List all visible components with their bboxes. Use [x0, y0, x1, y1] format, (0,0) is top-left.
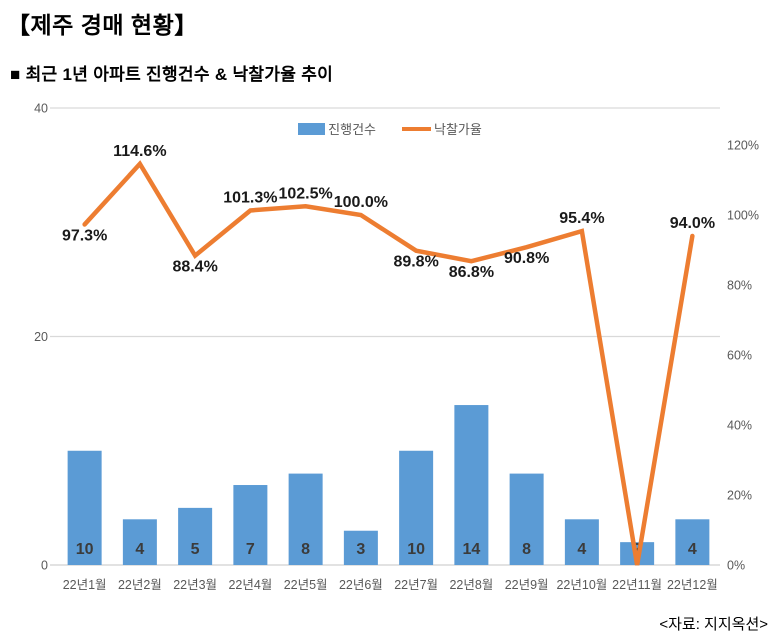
page-title: 【제주 경매 현황】: [7, 12, 198, 38]
left-axis-tick-label: 40: [34, 102, 48, 116]
right-axis-tick-label: 40%: [727, 419, 752, 433]
right-axis-tick-label: 120%: [727, 139, 759, 153]
right-axis-tick-label: 80%: [727, 279, 752, 293]
bar: [122, 519, 157, 565]
rate-point-label: 88.4%: [172, 259, 217, 276]
bar: [178, 507, 213, 565]
x-axis-label: 22년9월: [505, 578, 549, 592]
rate-point-label: 114.6%: [113, 143, 166, 160]
bar: [343, 530, 378, 565]
bar-value-label: 7: [246, 541, 255, 558]
left-axis-tick-label: 0: [41, 559, 48, 573]
rate-point-label: 102.5%: [278, 185, 332, 202]
bar-value-label: 10: [407, 541, 425, 558]
right-axis-tick-label: 60%: [727, 349, 752, 363]
right-axis-tick-label: 0%: [727, 559, 745, 573]
bar-value-label: 8: [522, 541, 531, 558]
bar-value-label: 14: [462, 541, 480, 558]
bar: [67, 450, 102, 565]
x-axis-label: 22년1월: [63, 578, 107, 592]
bar-value-label: 4: [688, 541, 697, 558]
rate-point-label: 100.0%: [334, 194, 388, 211]
bar-value-label: 4: [135, 541, 144, 558]
rate-point-label: 95.4%: [559, 210, 604, 227]
rate-point-label: 89.8%: [393, 254, 438, 271]
bar: [233, 485, 268, 565]
bar-value-label: 8: [301, 541, 310, 558]
source-note: <자료: 지지옥션>: [659, 616, 768, 633]
rate-point-label: 94.0%: [670, 215, 715, 232]
x-axis-label: 22년6월: [339, 578, 383, 592]
bar: [509, 473, 544, 565]
right-axis-tick-label: 20%: [727, 489, 752, 503]
right-axis-tick-label: 100%: [727, 209, 759, 223]
rate-point-label: 101.3%: [223, 189, 277, 206]
bar-value-label: 2: [633, 541, 642, 558]
x-axis-label: 22년5월: [284, 578, 328, 592]
bar-value-label: 4: [577, 541, 586, 558]
bar: [564, 519, 599, 565]
bar: [399, 450, 434, 565]
rate-line: [82, 160, 695, 566]
bar-value-label: 10: [76, 541, 94, 558]
bar: [288, 473, 323, 565]
rate-point-label: 86.8%: [449, 264, 494, 281]
bar-value-label: 5: [191, 541, 200, 558]
x-axis-label: 22년10월: [556, 578, 607, 592]
x-axis-label: 22년12월: [667, 578, 718, 592]
x-axis-label: 22년7월: [394, 578, 438, 592]
bar: [454, 405, 489, 565]
x-axis-label: 22년11월: [612, 578, 662, 592]
rate-point-label: 97.3%: [62, 227, 107, 244]
x-axis-label: 22년3월: [173, 578, 217, 592]
chart-subtitle: ■ 최근 1년 아파트 진행건수 & 낙찰가율 추이: [10, 65, 334, 84]
bar-value-label: 3: [356, 541, 365, 558]
bar: [675, 519, 710, 565]
left-axis-tick-label: 20: [34, 330, 48, 344]
x-axis-label: 22년2월: [118, 578, 162, 592]
x-axis-label: 22년8월: [449, 578, 493, 592]
x-axis-label: 22년4월: [228, 578, 272, 592]
rate-point-label: 90.8%: [504, 250, 549, 267]
